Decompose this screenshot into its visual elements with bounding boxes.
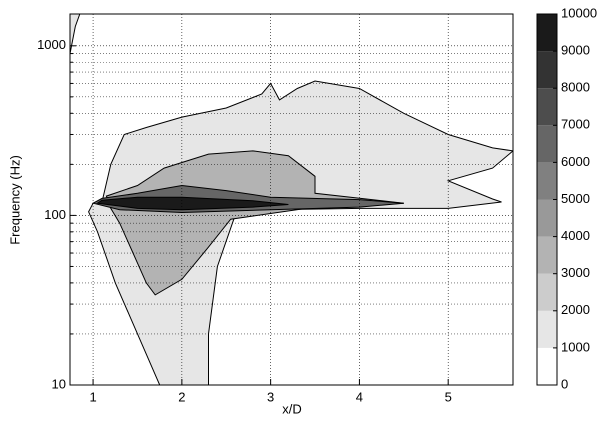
colorbar-tick-label: 2000 (561, 302, 590, 317)
colorbar-tick-label: 5000 (561, 191, 590, 206)
x-tick-label: 3 (267, 389, 274, 404)
colorbar-segment (537, 236, 557, 274)
y-tick-label: 1000 (37, 37, 66, 52)
x-tick-label: 4 (356, 389, 363, 404)
colorbar-tick-label: 1000 (561, 339, 590, 354)
colorbar-tick-label: 3000 (561, 265, 590, 280)
y-tick-label: 10 (52, 376, 66, 391)
contours (70, 14, 513, 385)
colorbar-segment (537, 162, 557, 200)
colorbar-tick-label: 8000 (561, 80, 590, 95)
x-axis-label: x/D (282, 401, 302, 416)
colorbar-tick-label: 6000 (561, 154, 590, 169)
contour-region (88, 80, 513, 385)
x-tick-label: 5 (445, 389, 452, 404)
colorbar-segment (537, 51, 557, 89)
colorbar-tick-label: 10000 (561, 5, 597, 20)
y-axis-label: Frequency (Hz) (7, 155, 22, 245)
colorbar-tick-label: 7000 (561, 117, 590, 132)
colorbar-segment (537, 14, 557, 52)
x-tick-label: 1 (89, 389, 96, 404)
contour-region (70, 14, 81, 54)
contour-region (96, 196, 289, 211)
colorbar-segment (537, 347, 557, 385)
colorbar-segment (537, 310, 557, 348)
colorbar-segment (537, 125, 557, 163)
colorbar-segment (537, 273, 557, 311)
x-tick-label: 2 (178, 389, 185, 404)
plot-frame (69, 13, 514, 386)
colorbar-segment (537, 88, 557, 126)
colorbar-tick-label: 9000 (561, 43, 590, 58)
colorbar-segment (537, 199, 557, 237)
colorbar-tick-label: 0 (561, 376, 568, 391)
y-tick-label: 100 (44, 207, 66, 222)
colorbar-tick-label: 4000 (561, 228, 590, 243)
